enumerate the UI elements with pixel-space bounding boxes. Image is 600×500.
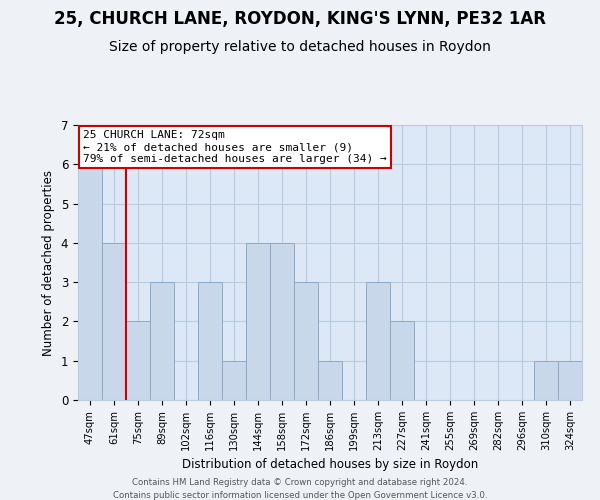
Bar <box>270 243 294 400</box>
Y-axis label: Number of detached properties: Number of detached properties <box>42 170 55 356</box>
Bar <box>150 282 174 400</box>
Text: 25, CHURCH LANE, ROYDON, KING'S LYNN, PE32 1AR: 25, CHURCH LANE, ROYDON, KING'S LYNN, PE… <box>54 10 546 28</box>
Bar <box>558 360 582 400</box>
Bar <box>246 243 270 400</box>
Bar <box>198 282 222 400</box>
Bar <box>534 360 558 400</box>
Text: Contains HM Land Registry data © Crown copyright and database right 2024.: Contains HM Land Registry data © Crown c… <box>132 478 468 487</box>
Bar <box>126 322 150 400</box>
Bar <box>318 360 342 400</box>
Bar <box>294 282 318 400</box>
Text: Size of property relative to detached houses in Roydon: Size of property relative to detached ho… <box>109 40 491 54</box>
X-axis label: Distribution of detached houses by size in Roydon: Distribution of detached houses by size … <box>182 458 478 471</box>
Bar <box>366 282 390 400</box>
Bar <box>78 164 102 400</box>
Bar <box>102 243 126 400</box>
Text: 25 CHURCH LANE: 72sqm
← 21% of detached houses are smaller (9)
79% of semi-detac: 25 CHURCH LANE: 72sqm ← 21% of detached … <box>83 130 387 164</box>
Text: Contains public sector information licensed under the Open Government Licence v3: Contains public sector information licen… <box>113 490 487 500</box>
Bar <box>390 322 414 400</box>
Bar <box>222 360 246 400</box>
